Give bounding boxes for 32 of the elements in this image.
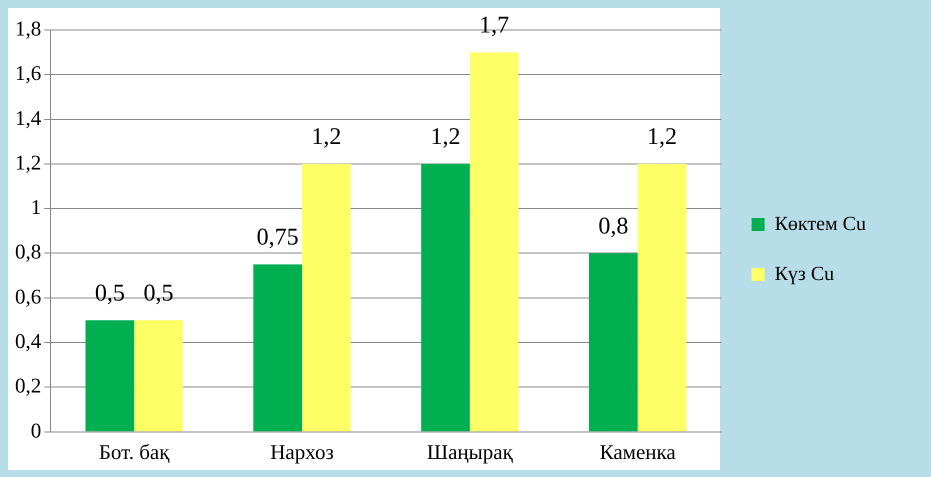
y-tick-label: 0 bbox=[30, 418, 42, 442]
legend-label: Көктем Cu bbox=[774, 212, 866, 235]
x-tick-label: Шаңырақ bbox=[426, 440, 514, 464]
y-tick-label: 0,6 bbox=[15, 284, 42, 308]
y-tick-label: 1,2 bbox=[15, 150, 42, 174]
y-tick-label: 0,2 bbox=[15, 374, 42, 398]
data-label: 0,5 bbox=[144, 280, 174, 306]
data-label: 0,8 bbox=[598, 214, 628, 240]
y-tick-label: 1,4 bbox=[15, 106, 42, 130]
bar bbox=[470, 52, 519, 432]
data-label: 1,7 bbox=[479, 12, 510, 39]
bar bbox=[421, 164, 470, 432]
y-tick-label: 1,8 bbox=[15, 16, 42, 41]
y-tick-label: 0,8 bbox=[15, 240, 42, 264]
x-tick-label: Бот. бақ bbox=[98, 440, 170, 464]
bar bbox=[638, 164, 686, 432]
data-label: 1,2 bbox=[647, 124, 678, 150]
x-tick-label: Нархоз bbox=[270, 440, 334, 464]
y-tick-label: 1,6 bbox=[15, 61, 42, 86]
bar bbox=[302, 164, 351, 432]
y-tick-label: 1 bbox=[30, 195, 42, 220]
legend-label: Күз Cu bbox=[774, 262, 834, 285]
data-label: 0,75 bbox=[256, 224, 299, 251]
bar bbox=[134, 320, 183, 432]
data-label: 0,5 bbox=[94, 280, 125, 306]
bar bbox=[253, 264, 302, 432]
data-label: 1,2 bbox=[430, 124, 461, 150]
y-tick-label: 0,4 bbox=[15, 329, 42, 354]
data-label: 1,2 bbox=[311, 124, 342, 150]
bar bbox=[85, 320, 134, 432]
bar bbox=[589, 253, 638, 432]
x-tick-label: Каменка bbox=[600, 440, 676, 464]
